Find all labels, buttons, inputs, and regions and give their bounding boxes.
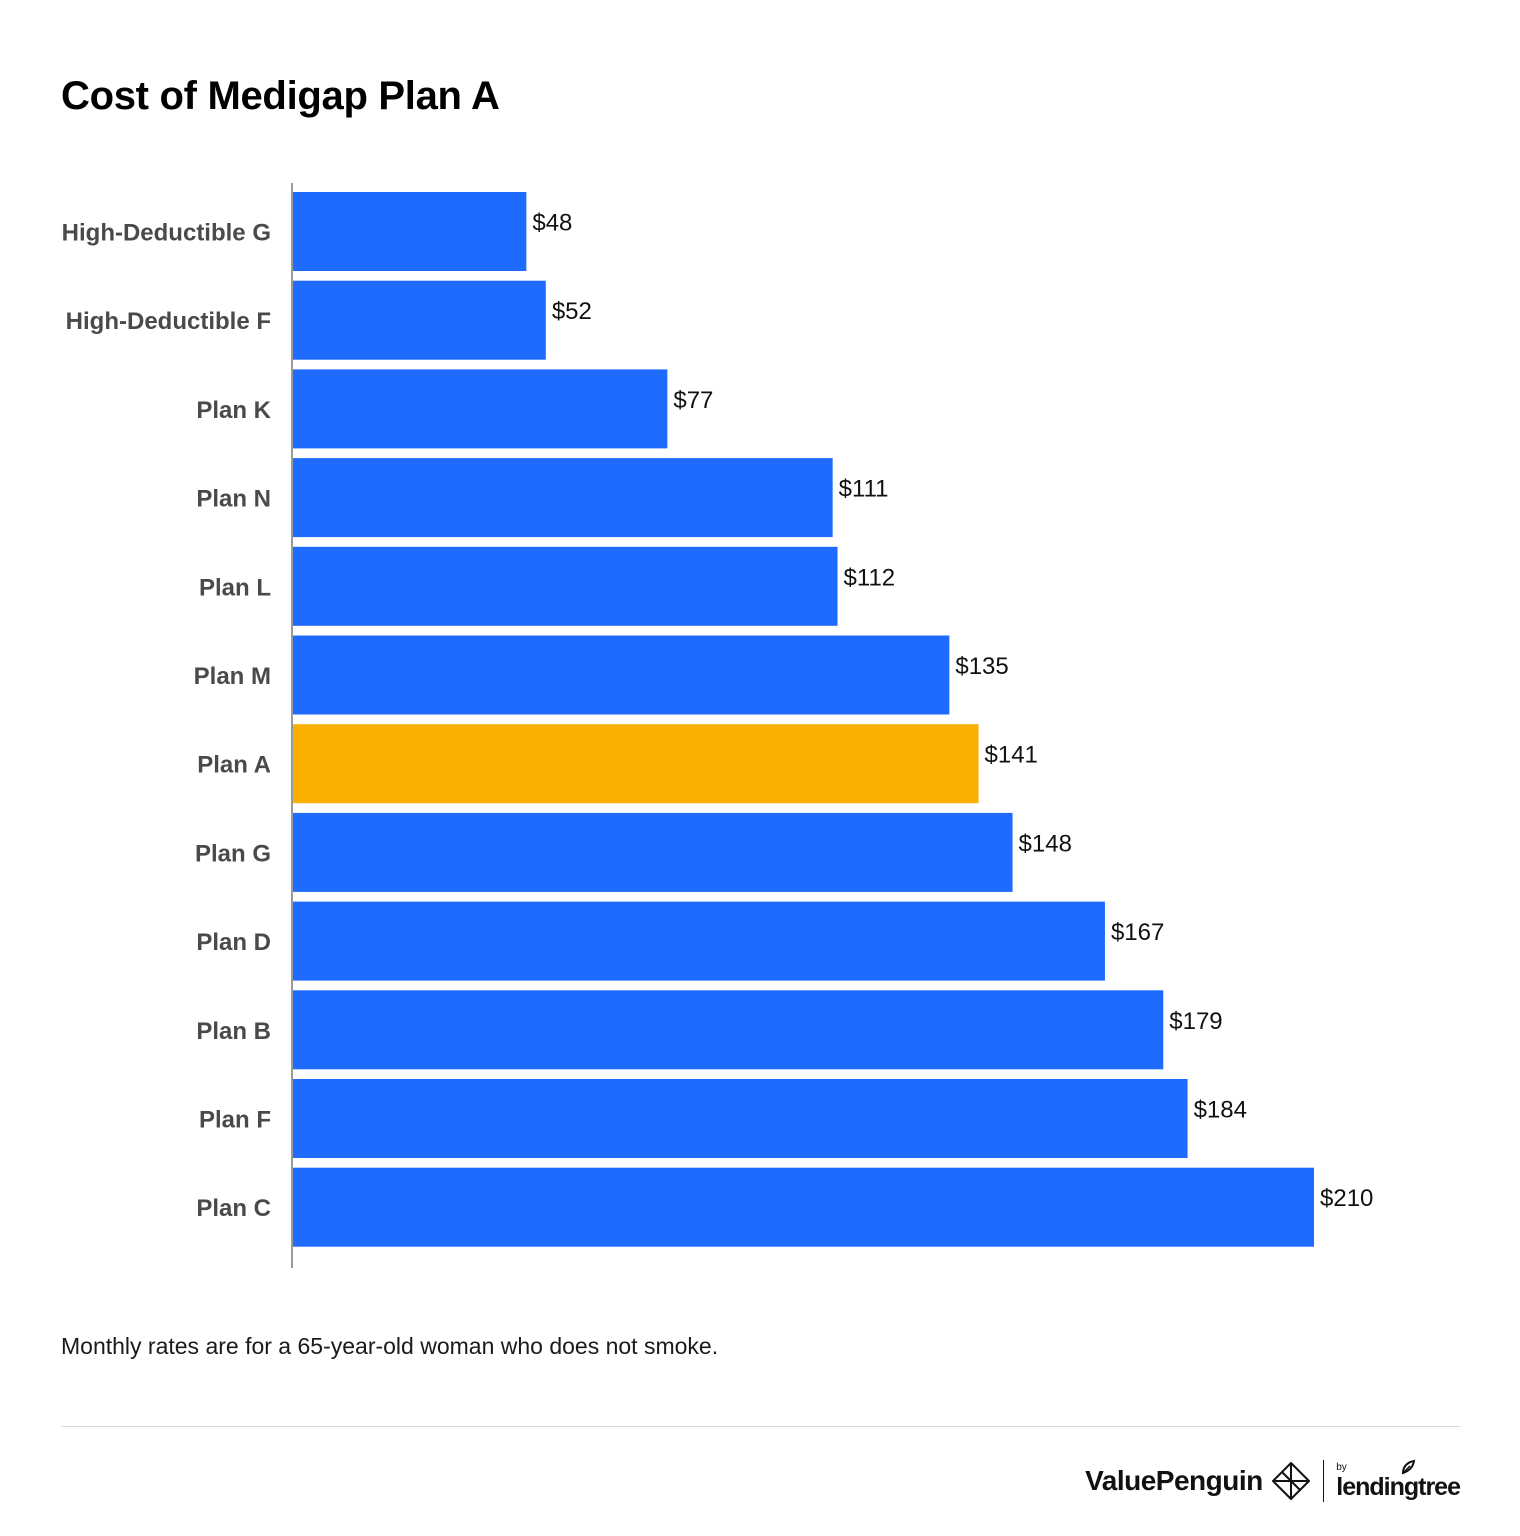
branding: ValuePenguin by lendingtree — [1085, 1458, 1461, 1504]
bar-plan-l — [293, 546, 838, 626]
category-label: Plan B — [196, 1018, 271, 1045]
brand-by-text: by — [1336, 1461, 1347, 1473]
lendingtree-logo: by lendingtree — [1336, 1459, 1461, 1501]
bar-plan-m — [293, 635, 950, 715]
value-label: $148 — [1019, 830, 1072, 857]
value-label: $111 — [839, 476, 889, 503]
category-label: Plan C — [196, 1195, 271, 1222]
bars-group: High-Deductible G $48 High-Deductible F $52… — [62, 192, 1373, 1247]
bar-plan-k — [293, 369, 668, 449]
category-label: High-Deductible G — [62, 220, 271, 247]
category-label: Plan K — [196, 397, 271, 424]
bar-plan-f — [293, 1079, 1188, 1158]
bar-high-deductible-f — [293, 280, 546, 360]
value-label: $167 — [1111, 919, 1164, 946]
bar-chart: High-Deductible G $48 High-Deductible F $52… — [62, 183, 1373, 1268]
chart-title: Cost of Medigap Plan A — [61, 74, 500, 118]
value-label: $141 — [985, 742, 1038, 769]
bar-plan-d — [293, 901, 1105, 981]
category-label: Plan N — [196, 486, 271, 513]
category-label: Plan M — [194, 663, 271, 690]
category-label: Plan G — [195, 840, 271, 867]
lendingtree-leaf-icon — [1402, 1459, 1416, 1474]
valuepenguin-logo-text: ValuePenguin — [1085, 1465, 1263, 1496]
value-label: $210 — [1320, 1185, 1373, 1212]
value-label: $77 — [673, 387, 713, 414]
brand-divider — [1322, 1460, 1325, 1502]
category-label: Plan A — [197, 752, 271, 779]
value-label: $179 — [1169, 1008, 1222, 1035]
lendingtree-logo-text: lendingtree — [1336, 1472, 1461, 1501]
bar-plan-c — [293, 1167, 1314, 1247]
category-label: High-Deductible F — [66, 308, 271, 335]
bar-plan-a — [293, 724, 979, 804]
bar-plan-g — [293, 812, 1013, 892]
category-label: Plan L — [199, 574, 271, 601]
footer-divider — [61, 1426, 1460, 1427]
value-label: $48 — [532, 210, 572, 237]
footnote: Monthly rates are for a 65-year-old woma… — [61, 1333, 719, 1359]
bar-plan-b — [293, 990, 1164, 1070]
category-label: Plan D — [196, 929, 271, 956]
valuepenguin-diamond-logo-icon — [1271, 1462, 1310, 1500]
value-label: $184 — [1194, 1097, 1247, 1124]
category-label: Plan F — [199, 1107, 271, 1134]
value-label: $135 — [955, 653, 1008, 680]
value-label: $52 — [552, 298, 592, 325]
value-label: $112 — [844, 564, 896, 591]
bar-high-deductible-g — [293, 192, 527, 271]
bar-plan-n — [293, 458, 833, 538]
